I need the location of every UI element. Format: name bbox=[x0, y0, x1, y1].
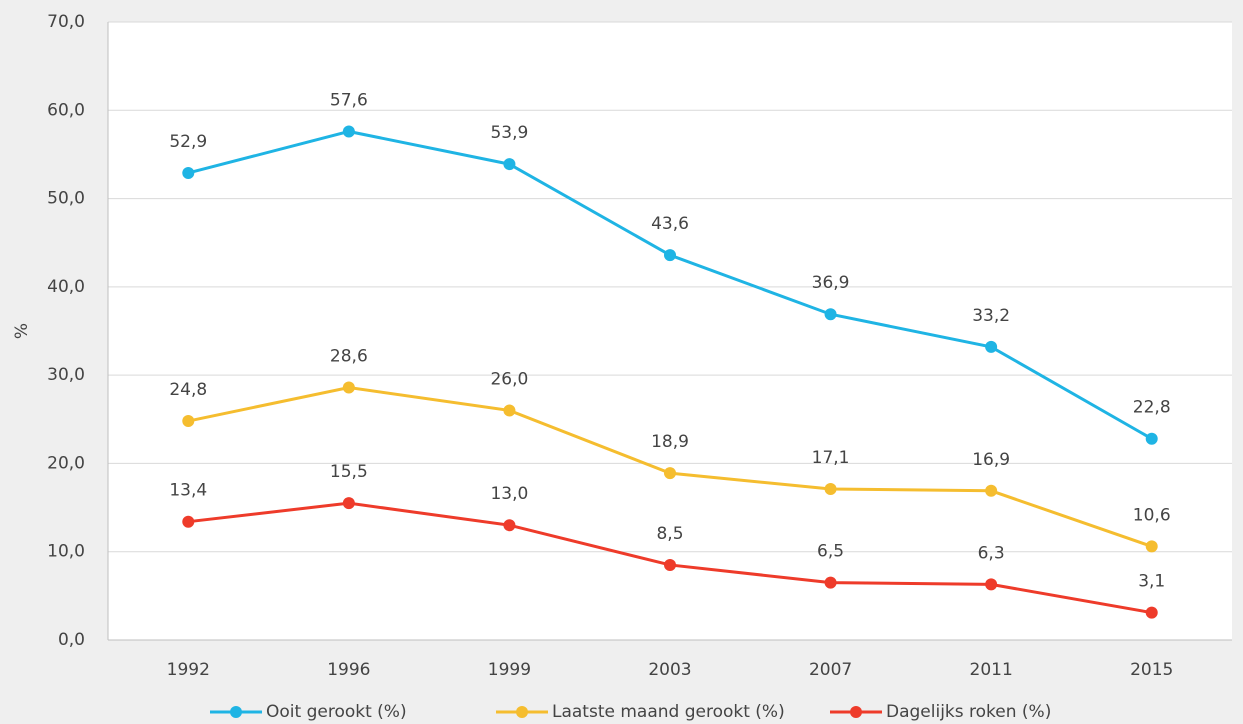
data-label: 33,2 bbox=[972, 306, 1010, 326]
legend-label: Ooit gerookt (%) bbox=[266, 702, 407, 722]
x-tick-label: 2003 bbox=[648, 660, 691, 680]
x-tick-label: 1992 bbox=[167, 660, 210, 680]
data-label: 6,5 bbox=[817, 542, 844, 562]
point bbox=[503, 519, 516, 532]
data-label: 53,9 bbox=[490, 123, 528, 143]
data-label: 16,9 bbox=[972, 450, 1010, 470]
y-tick-label: 20,0 bbox=[47, 453, 85, 473]
point bbox=[182, 166, 195, 179]
data-label: 15,5 bbox=[330, 462, 368, 482]
point bbox=[824, 483, 837, 496]
point bbox=[985, 484, 998, 497]
point bbox=[342, 125, 355, 138]
data-label: 13,4 bbox=[169, 481, 207, 501]
x-tick-label: 2015 bbox=[1130, 660, 1173, 680]
legend-label: Dagelijks roken (%) bbox=[886, 702, 1051, 722]
point bbox=[503, 404, 516, 417]
x-tick-label: 1999 bbox=[488, 660, 531, 680]
data-label: 3,1 bbox=[1138, 572, 1165, 592]
point bbox=[342, 497, 355, 510]
y-tick-label: 40,0 bbox=[47, 277, 85, 297]
point bbox=[824, 576, 837, 589]
point bbox=[1145, 540, 1158, 553]
point bbox=[342, 381, 355, 394]
y-axis-label: % bbox=[12, 323, 32, 339]
data-label: 24,8 bbox=[169, 380, 207, 400]
x-tick-label: 2007 bbox=[809, 660, 852, 680]
y-tick-label: 30,0 bbox=[47, 365, 85, 385]
data-label: 26,0 bbox=[490, 369, 528, 389]
plot-area bbox=[108, 22, 1232, 640]
data-label: 6,3 bbox=[978, 543, 1005, 563]
point bbox=[1145, 432, 1158, 445]
legend-marker bbox=[850, 706, 862, 718]
data-label: 17,1 bbox=[812, 448, 850, 468]
data-label: 10,6 bbox=[1133, 505, 1171, 525]
y-tick-label: 70,0 bbox=[47, 12, 85, 32]
data-label: 36,9 bbox=[812, 273, 850, 293]
legend-label: Laatste maand gerookt (%) bbox=[552, 702, 785, 722]
point bbox=[985, 578, 998, 591]
data-label: 52,9 bbox=[169, 132, 207, 152]
point bbox=[503, 158, 516, 171]
y-tick-label: 0,0 bbox=[58, 630, 85, 650]
data-label: 8,5 bbox=[656, 524, 683, 544]
legend-marker bbox=[230, 706, 242, 718]
data-label: 28,6 bbox=[330, 347, 368, 367]
data-label: 43,6 bbox=[651, 214, 689, 234]
x-tick-label: 2011 bbox=[970, 660, 1013, 680]
point bbox=[664, 249, 676, 262]
point bbox=[1145, 606, 1158, 619]
point bbox=[664, 558, 676, 571]
data-label: 57,6 bbox=[330, 90, 368, 110]
data-label: 13,0 bbox=[490, 484, 528, 504]
point bbox=[985, 340, 998, 353]
point bbox=[182, 515, 195, 528]
data-label: 22,8 bbox=[1133, 398, 1171, 418]
legend-marker bbox=[516, 706, 528, 718]
x-tick-label: 1996 bbox=[327, 660, 370, 680]
y-tick-label: 10,0 bbox=[47, 542, 85, 562]
point bbox=[182, 415, 195, 428]
data-label: 18,9 bbox=[651, 432, 689, 452]
y-tick-label: 50,0 bbox=[47, 189, 85, 209]
y-tick-label: 60,0 bbox=[47, 100, 85, 120]
point bbox=[664, 467, 676, 480]
point bbox=[824, 308, 837, 321]
